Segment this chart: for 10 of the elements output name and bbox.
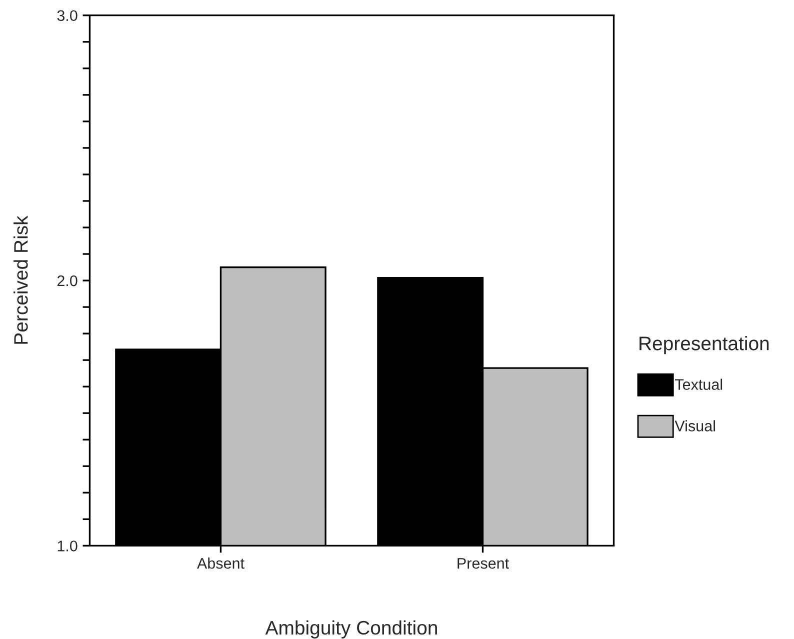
y-tick-label: 3.0 — [57, 10, 78, 22]
legend-title: Representation — [640, 336, 769, 354]
x-axis-title: Ambiguity Condition — [265, 620, 437, 638]
y-axis-title: Perceived Risk — [14, 216, 28, 344]
y-tick-label: 1.0 — [58, 540, 78, 552]
legend-label: Visual — [674, 420, 715, 432]
y-tick-label: 2.0 — [57, 275, 78, 286]
x-tick-label: Present — [458, 558, 509, 569]
legend-label: Textual — [675, 378, 722, 390]
x-tick-label: Absent — [196, 558, 244, 569]
